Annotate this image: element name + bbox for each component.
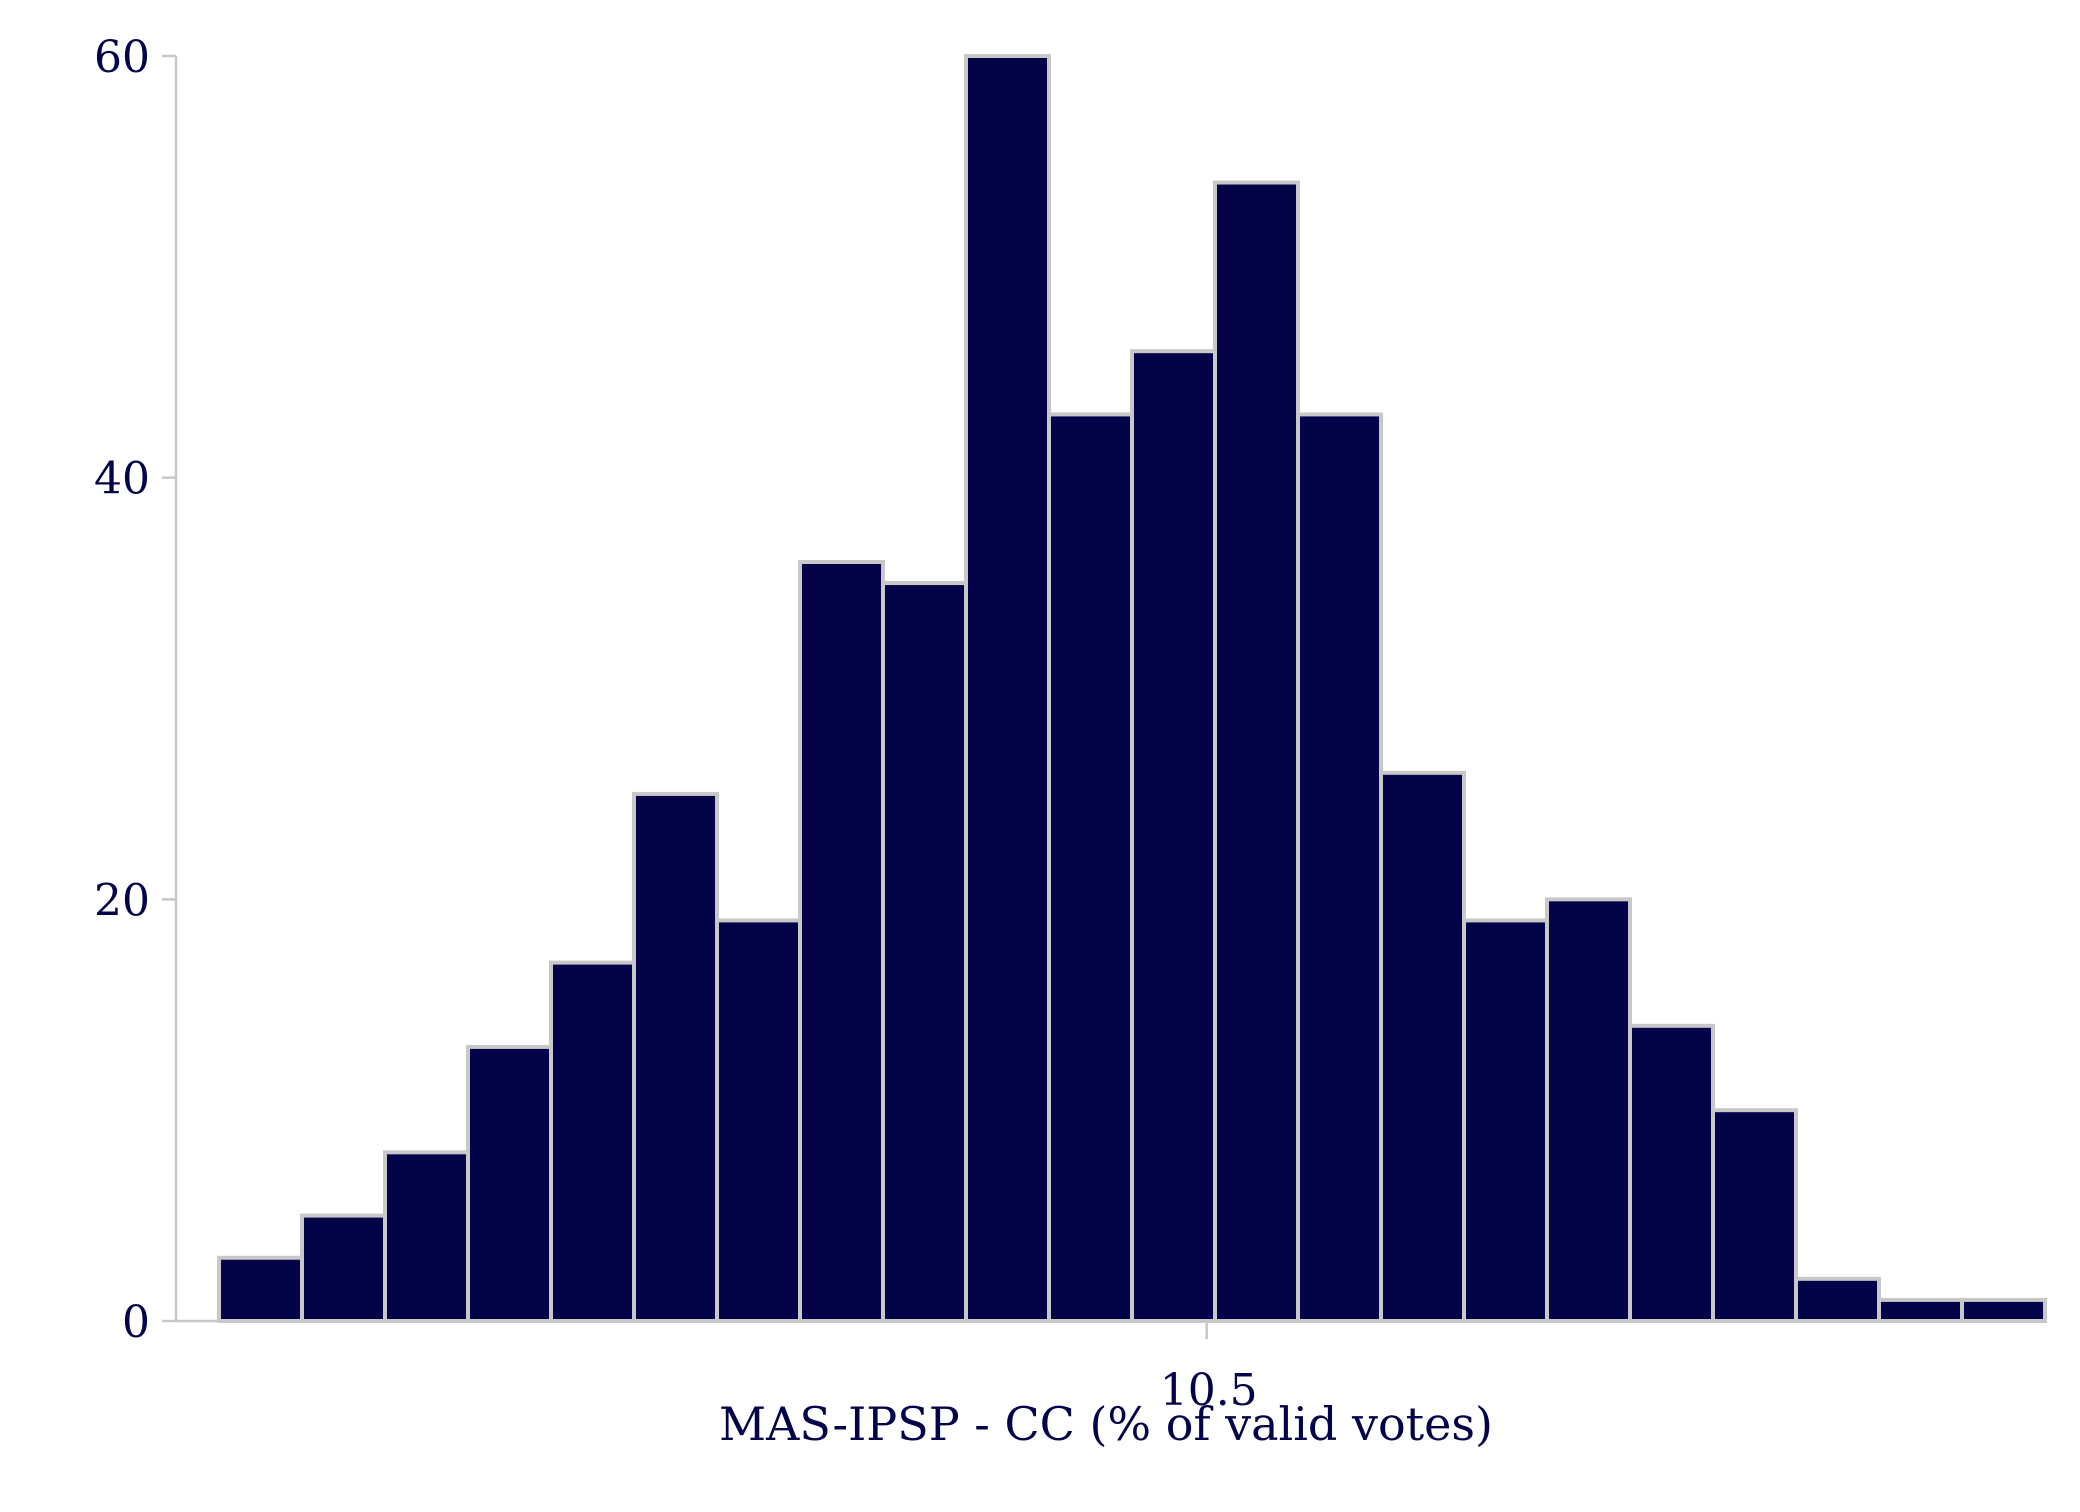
histogram-bar-22 (1960, 1297, 2047, 1323)
histogram-bar-7 (715, 918, 802, 1324)
histogram-bar-9 (881, 581, 968, 1323)
x-axis-title: MAS-IPSP - CC (% of valid votes) (719, 1397, 1493, 1451)
histogram-bar-1 (217, 1255, 304, 1323)
y-tick-label-40: 40 (94, 454, 150, 505)
y-tick-label-60: 60 (94, 32, 150, 83)
histogram-bar-15 (1379, 770, 1466, 1323)
histogram-bar-13 (1213, 180, 1300, 1323)
histogram-bar-2 (300, 1213, 387, 1324)
histogram-bar-10 (964, 54, 1051, 1323)
histogram-bars (217, 54, 2047, 1324)
histogram-bar-5 (549, 960, 636, 1323)
histogram-bar-12 (1130, 349, 1217, 1323)
x-tick-label-10.5: 10.5 (1160, 1365, 1258, 1416)
x-axis: 10.5 (176, 1319, 2035, 1416)
histogram-bar-14 (1296, 412, 1383, 1323)
histogram-bar-4 (466, 1044, 553, 1323)
histogram-bar-18 (1628, 1023, 1715, 1324)
histogram-bar-11 (1047, 412, 1134, 1323)
histogram-bar-19 (1711, 1108, 1798, 1323)
y-axis: 0 20 40 60 (94, 32, 178, 1348)
histogram-bar-20 (1794, 1276, 1881, 1324)
y-tick-label-20: 20 (94, 875, 150, 926)
y-tick-label-0: 0 (122, 1297, 150, 1348)
histogram-bar-3 (383, 1150, 470, 1324)
histogram-bar-8 (798, 560, 885, 1323)
histogram-bar-21 (1877, 1297, 1964, 1323)
histogram-bar-6 (632, 791, 719, 1323)
histogram-bar-16 (1462, 918, 1549, 1324)
histogram-bar-17 (1545, 897, 1632, 1323)
